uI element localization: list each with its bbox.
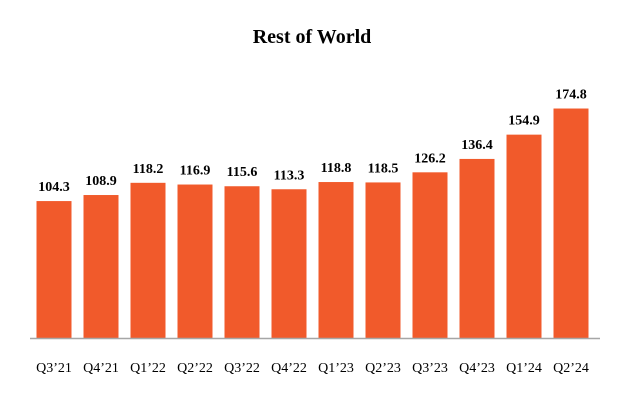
bar-6 [318,182,354,338]
bar-8 [412,172,448,338]
bar-9 [459,158,495,338]
data-labels-group: 104.3 108.9 118.2 116.9 115.6 113.3 118.8 118.5… [38,88,587,196]
data-label-7: 118.5 [368,161,399,176]
x-tick-label-10: Q1’24 [506,361,542,376]
bar-0 [36,201,72,338]
data-label-10: 154.9 [508,114,540,129]
bar-2 [130,182,166,338]
x-tick-label-8: Q3’23 [412,361,448,376]
data-label-0: 104.3 [38,180,70,195]
x-tick-label-11: Q2’24 [553,361,589,376]
bar-7 [365,182,401,338]
x-tick-label-6: Q1’23 [318,361,354,376]
data-label-6: 118.8 [321,161,352,176]
data-label-2: 118.2 [133,162,164,177]
bar-3 [177,184,213,338]
bar-10 [506,134,542,338]
x-tick-label-4: Q3’22 [224,361,260,376]
x-tick-label-5: Q4’22 [271,361,307,376]
x-tick-label-0: Q3’21 [36,361,72,376]
data-label-1: 108.9 [85,174,117,189]
data-label-9: 136.4 [461,138,493,153]
tick-labels-group: Q3’21 Q4’21 Q1’22 Q2’22 Q3’22 Q4’22 Q1’23 Q2’23… [36,361,589,376]
x-tick-label-9: Q4’23 [459,361,495,376]
data-label-8: 126.2 [414,151,446,166]
bar-5 [271,189,307,338]
data-label-3: 116.9 [180,164,211,179]
bar-4 [224,186,260,338]
data-label-5: 113.3 [274,168,305,183]
bars-group [36,108,589,339]
chart-title: Rest of World [252,26,372,48]
bar-11 [553,108,589,339]
x-tick-label-1: Q4’21 [83,361,119,376]
data-label-11: 174.8 [555,88,587,103]
bar-1 [83,195,119,338]
x-tick-label-7: Q2’23 [365,361,401,376]
x-tick-label-2: Q1’22 [130,361,166,376]
data-label-4: 115.6 [227,165,258,180]
x-tick-label-3: Q2’22 [177,361,213,376]
